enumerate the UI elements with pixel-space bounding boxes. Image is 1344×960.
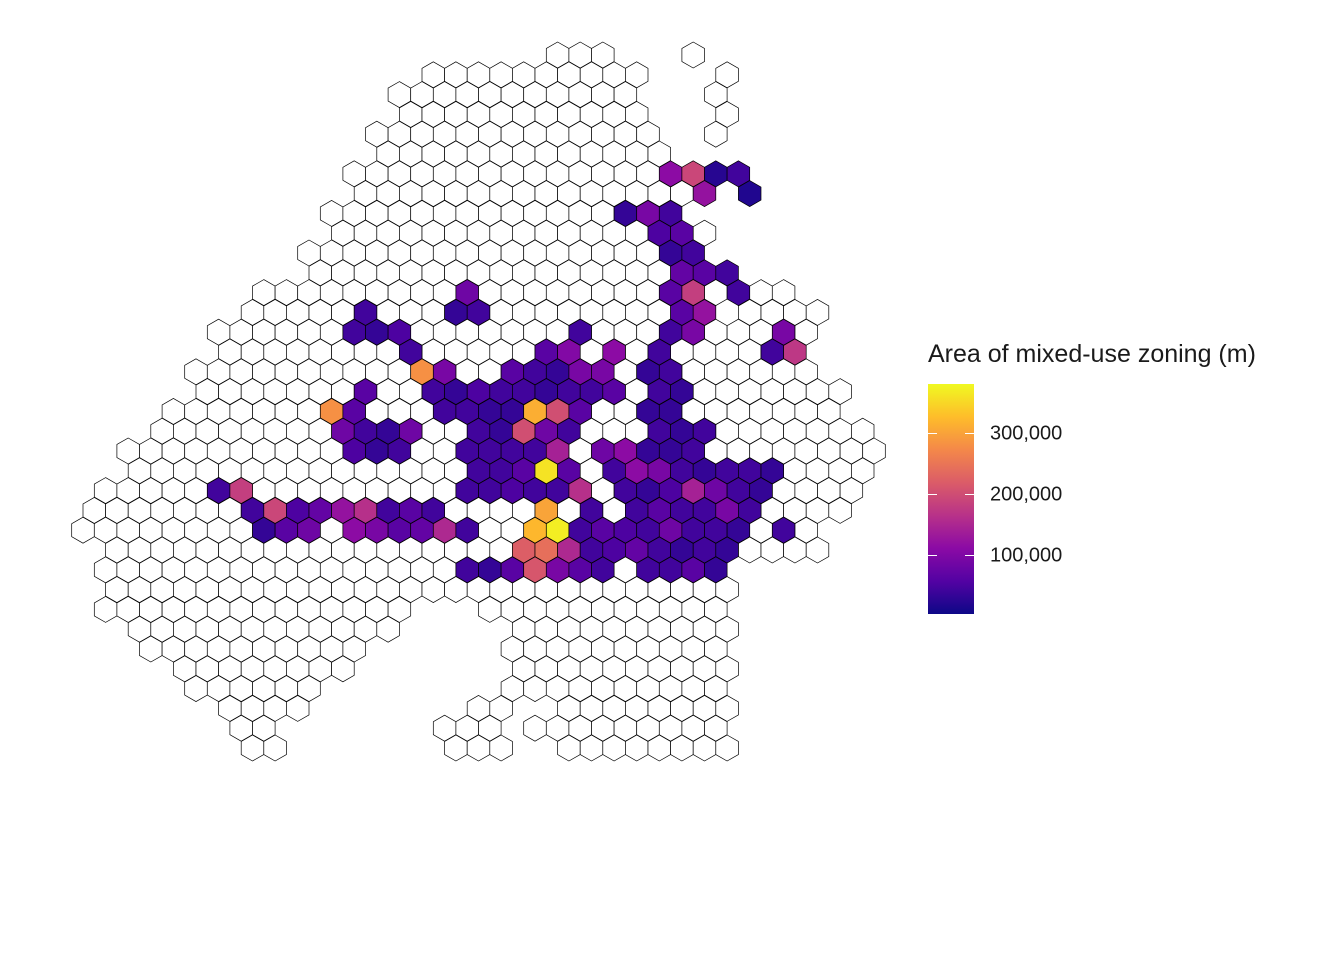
hex-cell-filled [771, 318, 796, 346]
hex-cell-filled [602, 378, 626, 406]
hex-cell-filled [297, 516, 321, 544]
hex-cell-filled [704, 556, 728, 584]
hex-cell-empty [704, 120, 728, 148]
hex-cell-empty [331, 655, 355, 683]
hex-cell-filled [681, 279, 705, 307]
hex-cell-filled [466, 298, 491, 326]
legend-title: Area of mixed-use zoning (m) [928, 340, 1256, 368]
hex-cell-empty [828, 496, 852, 524]
hex-cell-filled [591, 556, 615, 584]
hex-cell-filled [738, 180, 762, 208]
hex-cell-empty [376, 615, 400, 643]
hex-cell-filled [715, 259, 739, 287]
legend-colorbar: 300,000 200,000 100,000 [928, 384, 1062, 614]
hex-cell-empty [681, 41, 705, 69]
legend-label-100000: 100,000 [990, 544, 1063, 567]
hex-cell-empty [286, 694, 310, 722]
hex-cell-empty [771, 279, 796, 307]
hexbin-map [71, 41, 886, 762]
legend-label-300000: 300,000 [990, 422, 1063, 445]
hex-cell-empty [523, 714, 547, 742]
hex-cell-empty [489, 734, 513, 762]
hex-cell-empty [263, 734, 287, 762]
hex-cell-filled [455, 516, 479, 544]
legend: Area of mixed-use zoning (m) 300,000 200… [928, 340, 1328, 614]
hex-cell-empty [715, 734, 739, 762]
hex-cell-filled [771, 516, 796, 544]
hex-cell-filled [681, 318, 705, 346]
hex-cell-empty [805, 536, 830, 564]
hex-cell-filled [681, 239, 705, 267]
hex-cell-filled [692, 180, 717, 208]
hex-cell-filled [387, 437, 412, 465]
legend-label-200000: 200,000 [990, 483, 1063, 506]
